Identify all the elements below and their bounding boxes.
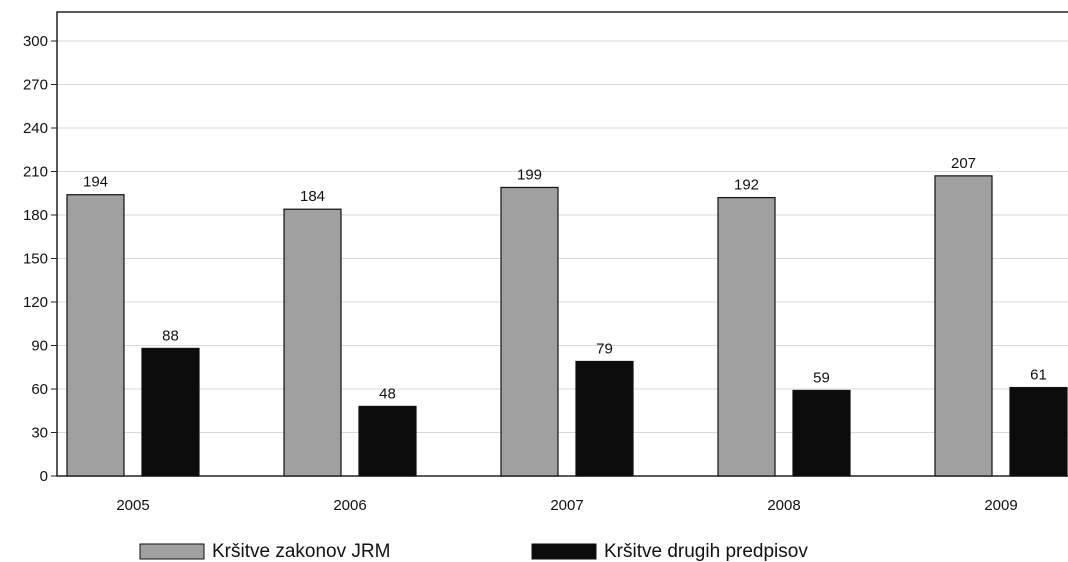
data-label: 79 [596, 340, 613, 357]
data-label: 199 [517, 166, 542, 183]
y-tick-label: 300 [23, 33, 48, 50]
bar-drugih-2009 [1009, 386, 1068, 477]
legend-swatch [139, 543, 205, 560]
bar-zakonov-2008 [717, 197, 776, 477]
gridlines [57, 40, 1068, 433]
bar-drugih-2006 [358, 405, 417, 477]
legend-label: Kršitve drugih predpisov [604, 541, 808, 562]
y-tick-label: 210 [23, 164, 48, 181]
y-tick-label: 30 [31, 425, 48, 442]
y-tick-label: 180 [23, 207, 48, 224]
bar-zakonov-2005 [66, 194, 125, 477]
legend-label: Kršitve zakonov JRM [212, 541, 390, 562]
data-label: 194 [83, 174, 108, 191]
bar-zakonov-2009 [934, 175, 993, 477]
data-label: 88 [162, 327, 179, 344]
data-label: 207 [951, 155, 976, 172]
y-tick-label: 120 [23, 294, 48, 311]
data-label: 59 [813, 369, 830, 386]
y-tick-label: 270 [23, 77, 48, 94]
plot-frame [56, 11, 1068, 477]
x-tick-label: 2006 [333, 497, 366, 514]
y-axis: 0 30 60 90 120 150 180 210 240 270 300 [23, 33, 57, 485]
bar-drugih-2007 [575, 360, 634, 477]
bar-drugih-2005 [141, 347, 200, 477]
legend: Kršitve zakonov JRM Kršitve drugih predpi… [139, 541, 808, 562]
x-axis: 2005 2006 2007 2008 2009 [116, 497, 1017, 514]
x-tick-label: 2005 [116, 497, 149, 514]
data-label: 48 [379, 385, 396, 402]
bar-drugih-2008 [792, 389, 851, 477]
data-label: 192 [734, 177, 759, 194]
y-tick-label: 60 [31, 381, 48, 398]
data-labels: 194 88 184 48 199 79 192 59 207 61 [83, 155, 1047, 403]
x-tick-label: 2009 [984, 497, 1017, 514]
data-label: 184 [300, 188, 325, 205]
bar-zakonov-2006 [283, 208, 342, 477]
bars [66, 175, 1068, 477]
y-tick-label: 240 [23, 120, 48, 137]
x-tick-label: 2007 [550, 497, 583, 514]
y-tick-label: 0 [40, 468, 48, 485]
x-tick-label: 2008 [767, 497, 800, 514]
y-tick-label: 90 [31, 338, 48, 355]
legend-swatch [531, 543, 597, 560]
data-label: 61 [1030, 367, 1047, 384]
bar-zakonov-2007 [500, 186, 559, 477]
y-tick-label: 150 [23, 251, 48, 268]
